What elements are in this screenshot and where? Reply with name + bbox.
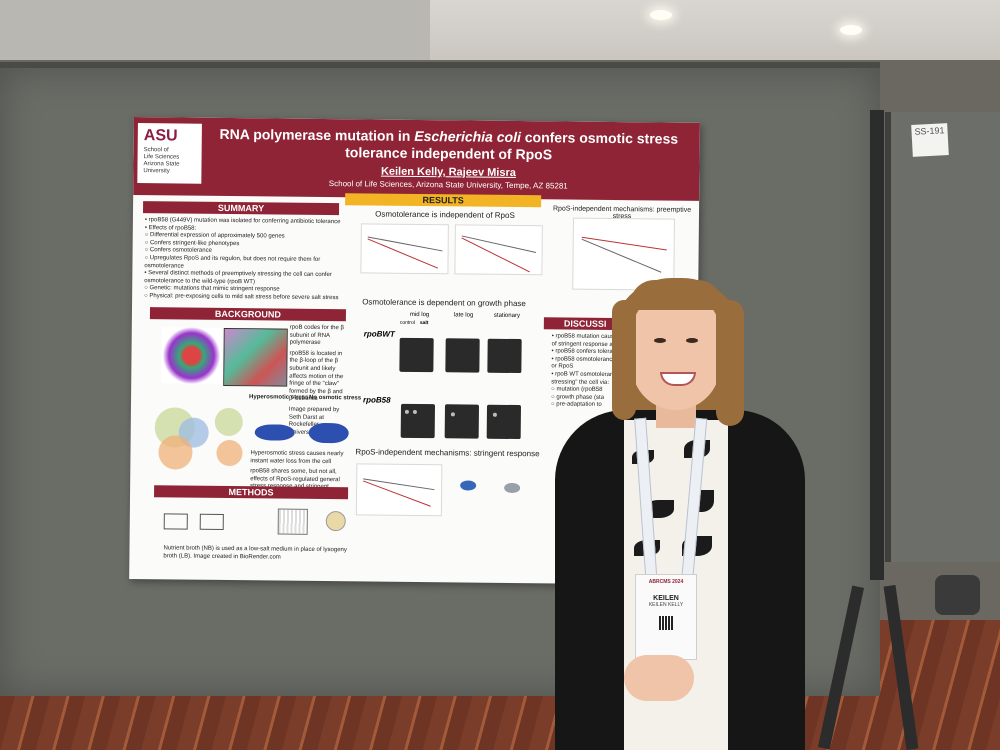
background-paragraph: rpoB codes for the β subunit of RNA poly… — [289, 324, 344, 347]
condition-label: control — [399, 319, 415, 326]
methods-note: Nutrient broth (NB) is used as a low-sal… — [163, 545, 347, 561]
stringent-chart — [355, 463, 443, 517]
osmotolerance-chart-left — [360, 223, 449, 275]
background-caption: Hyperosmotic stress causes nearly instan… — [250, 450, 344, 465]
osmotolerance-heading: Osmotolerance is independent of RpoS — [375, 209, 515, 220]
summary-list: • rpoB58 (G449V) mutation was isolated f… — [144, 217, 341, 303]
rna-polymerase-structure-image — [161, 327, 222, 384]
strain-label-wt: rpoBWT — [363, 329, 395, 339]
rna-polymerase-closeup-image — [223, 327, 288, 387]
hair-strand-left — [612, 300, 636, 420]
ceiling-light — [840, 25, 862, 35]
hyperosmotic-label: Hyperosmotic stress — [249, 394, 309, 401]
plate-image — [445, 338, 480, 373]
eye — [654, 338, 666, 343]
stringent-heading: RpoS-independent mechanisms: stringent r… — [355, 447, 540, 459]
hair-strand-right — [716, 300, 744, 426]
adjacent-poster-board — [885, 112, 1000, 562]
venn-circle — [158, 435, 193, 470]
passerby-shoes — [935, 575, 980, 615]
asu-logo: ASU School of Life Sciences Arizona Stat… — [137, 123, 202, 184]
plate-image — [399, 337, 434, 373]
normal-cell-icon — [308, 422, 349, 444]
condition-label: salt — [419, 320, 429, 327]
cell-diagram-icon — [504, 482, 521, 494]
ceiling-skylight — [0, 0, 430, 60]
methods-plate-grid — [277, 508, 308, 535]
title-part-1: RNA polymerase mutation in — [219, 125, 415, 144]
plate-image — [444, 404, 480, 439]
ceiling-light — [650, 10, 672, 20]
colony — [450, 412, 455, 417]
logo-line: School of — [143, 147, 169, 154]
phase-label: late log — [453, 312, 474, 319]
background-text: rpoB codes for the β subunit of RNA poly… — [289, 325, 348, 438]
name-badge: ABRCMS 2024 KEILEN KEILEN KELLY — [635, 574, 697, 660]
badge-first-name: KEILEN — [653, 595, 679, 602]
results-heading: RESULTS — [345, 193, 542, 208]
asu-logo-mark: ASU — [143, 127, 178, 145]
venn-circle — [214, 407, 243, 437]
person-face — [632, 292, 720, 410]
methods-petri-dish — [325, 511, 346, 532]
strain-label-58: rpoB58 — [363, 395, 391, 405]
no-osmotic-label: No osmotic stress — [309, 394, 362, 402]
cell-diagram-icon — [460, 480, 477, 491]
colony — [492, 412, 497, 417]
logo-line: Arizona State — [143, 161, 180, 168]
phase-label: stationary — [493, 312, 520, 320]
title-species: Escherichia coli — [414, 127, 521, 146]
shrunken-cell-icon — [254, 424, 295, 441]
colony — [412, 409, 417, 414]
summary-heading: SUMMARY — [142, 201, 340, 216]
badge-qr-code — [659, 616, 673, 630]
plate-image — [487, 338, 522, 374]
board-frame-post — [870, 110, 884, 580]
background-heading: BACKGROUND — [149, 307, 346, 322]
logo-line: Life Sciences — [143, 154, 180, 161]
methods-step-box — [199, 513, 224, 530]
venn-circle — [216, 439, 243, 467]
methods-heading: METHODS — [154, 485, 349, 500]
methods-step-box — [163, 513, 188, 530]
growth-phase-heading: Osmotolerance is dependent on growth pha… — [362, 297, 526, 309]
poster-title: RNA polymerase mutation in Escherichia c… — [214, 126, 684, 165]
smile — [660, 372, 696, 386]
badge-full-name: KEILEN KELLY — [648, 602, 684, 608]
eye — [686, 338, 698, 343]
plate-image — [486, 404, 522, 440]
phase-label: mid log — [409, 311, 430, 319]
logo-line: University — [143, 168, 170, 175]
board-number-tag: SS-191 — [911, 123, 949, 157]
badge-event: ABRCMS 2024 — [648, 579, 684, 585]
osmotolerance-chart-right — [454, 224, 543, 276]
hair-top — [630, 280, 722, 310]
person-hands — [624, 655, 694, 701]
colony — [404, 409, 409, 414]
poster-header: ASU School of Life Sciences Arizona Stat… — [133, 117, 700, 201]
summary-item: ○ Physical: pre-exposing cells to mild s… — [144, 293, 339, 302]
